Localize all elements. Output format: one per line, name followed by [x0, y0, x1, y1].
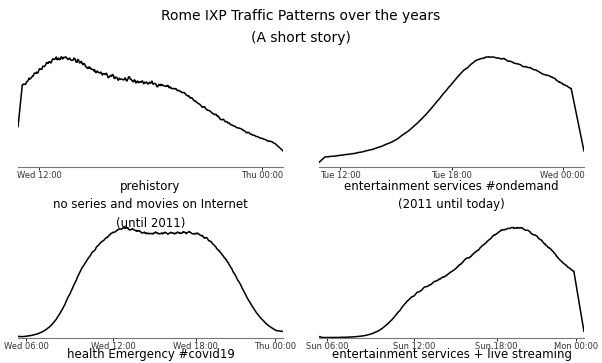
Text: (A short story): (A short story) [251, 31, 351, 45]
Text: entertainment services #ondemand
(2011 until today): entertainment services #ondemand (2011 u… [344, 180, 559, 211]
Text: Rome IXP Traffic Patterns over the years: Rome IXP Traffic Patterns over the years [161, 9, 441, 23]
Text: health Emergency #covid19
(2020): health Emergency #covid19 (2020) [67, 348, 234, 363]
Text: prehistory
no series and movies on Internet
(until 2011): prehistory no series and movies on Inter… [53, 180, 248, 230]
Text: entertainment services + live streaming
#DAZN (2021): entertainment services + live streaming … [332, 348, 571, 363]
